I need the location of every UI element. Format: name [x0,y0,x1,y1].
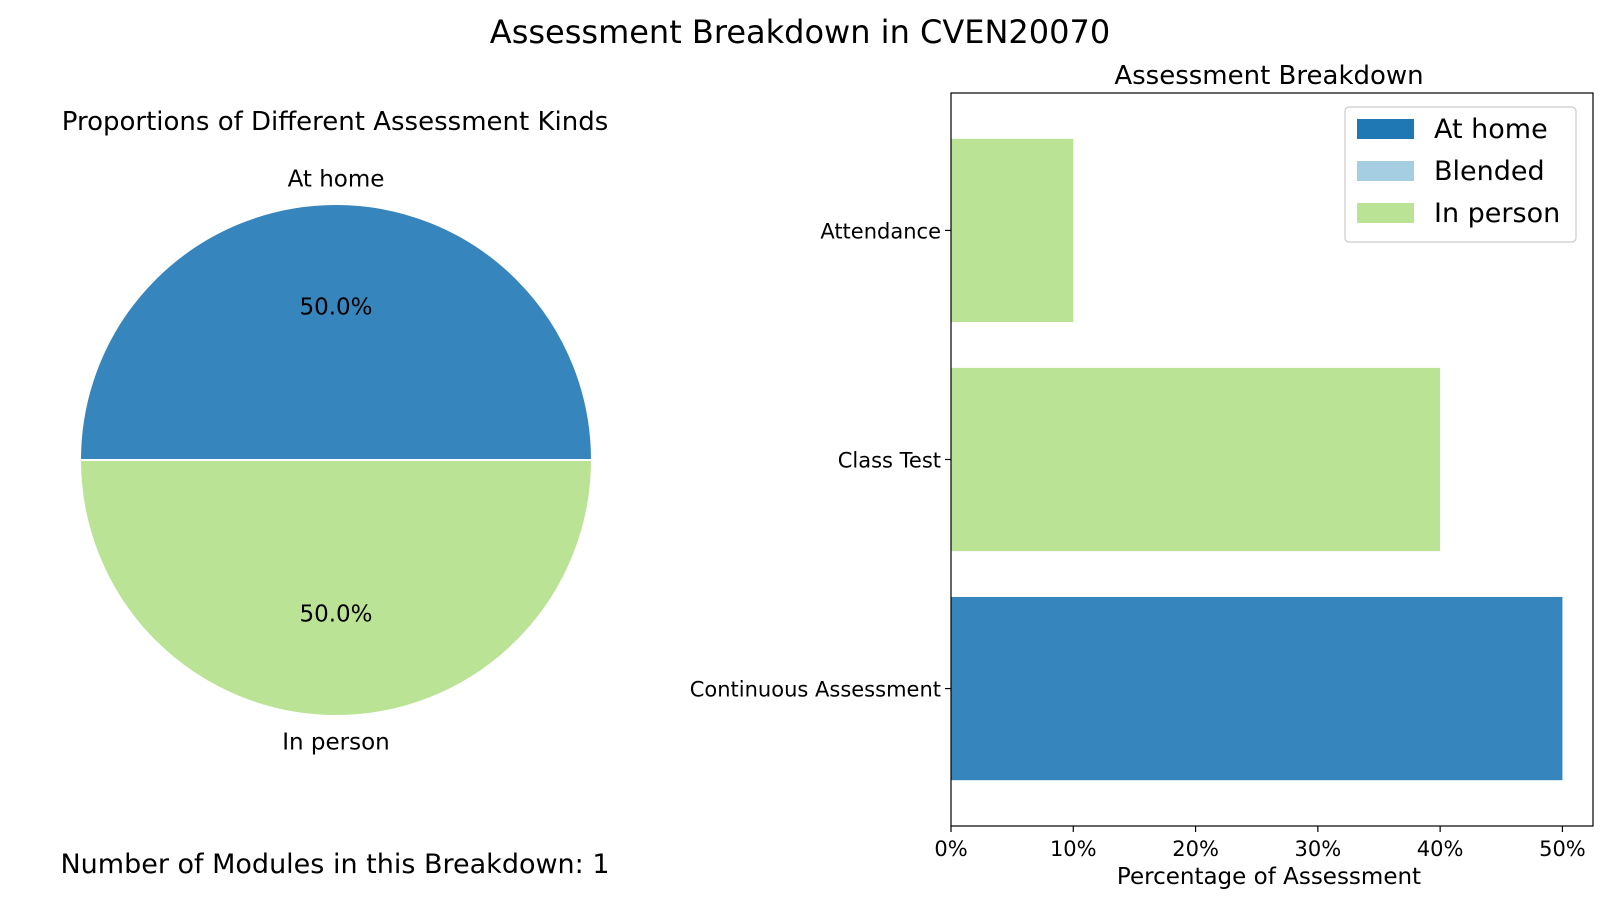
pie-labels: 50.0% At home 50.0% In person [282,166,390,755]
bar-continuous-assessment-at-home [951,596,1563,781]
pie-pct-label-in-person: 50.0% [299,602,372,628]
pie-label-at-home: At home [288,166,385,192]
pie-slices [78,203,594,717]
legend-swatch-at-home [1357,119,1414,139]
bar-attendance-in-person [951,138,1074,323]
bar-x-axis: 0% 10% 20% 30% 40% 50% [934,826,1586,861]
bar-class-test-in-person [951,367,1441,552]
x-tick-label: 10% [1050,837,1097,861]
bar-chart-title: Assessment Breakdown [1114,61,1423,91]
pie-slice-at-home [78,203,594,461]
bar-y-axis: Attendance Class Test Continuous Assessmen… [690,219,951,702]
legend-label-in-person: In person [1434,198,1560,229]
x-tick-label: 40% [1417,837,1464,861]
legend-label-at-home: At home [1434,114,1548,145]
bar-marks [951,138,1563,781]
modules-count-footer: Number of Modules in this Breakdown: 1 [60,849,609,880]
bar-legend: At home Blended In person [1344,106,1577,243]
pie-chart-title: Proportions of Different Assessment Kind… [62,107,609,137]
y-tick-label: Continuous Assessment [690,678,941,702]
y-tick-label: Attendance [820,219,941,243]
legend-label-blended: Blended [1434,156,1545,187]
legend-swatch-blended [1357,161,1414,181]
x-tick-label: 0% [934,837,967,861]
pie-label-in-person: In person [282,730,390,756]
pie-slice-in-person [78,459,594,717]
bar-x-axis-label: Percentage of Assessment [1117,864,1421,890]
legend-swatch-in-person [1357,203,1414,223]
pie-chart: Proportions of Different Assessment Kind… [62,107,609,756]
figure-title: Assessment Breakdown in CVEN20070 [490,13,1110,51]
x-tick-label: 20% [1172,837,1219,861]
pie-pct-label-at-home: 50.0% [299,294,372,320]
x-tick-label: 50% [1539,837,1586,861]
x-tick-label: 30% [1295,837,1342,861]
bar-chart: Assessment Breakdown Attendance Class Tes… [690,61,1594,890]
y-tick-label: Class Test [838,449,941,473]
